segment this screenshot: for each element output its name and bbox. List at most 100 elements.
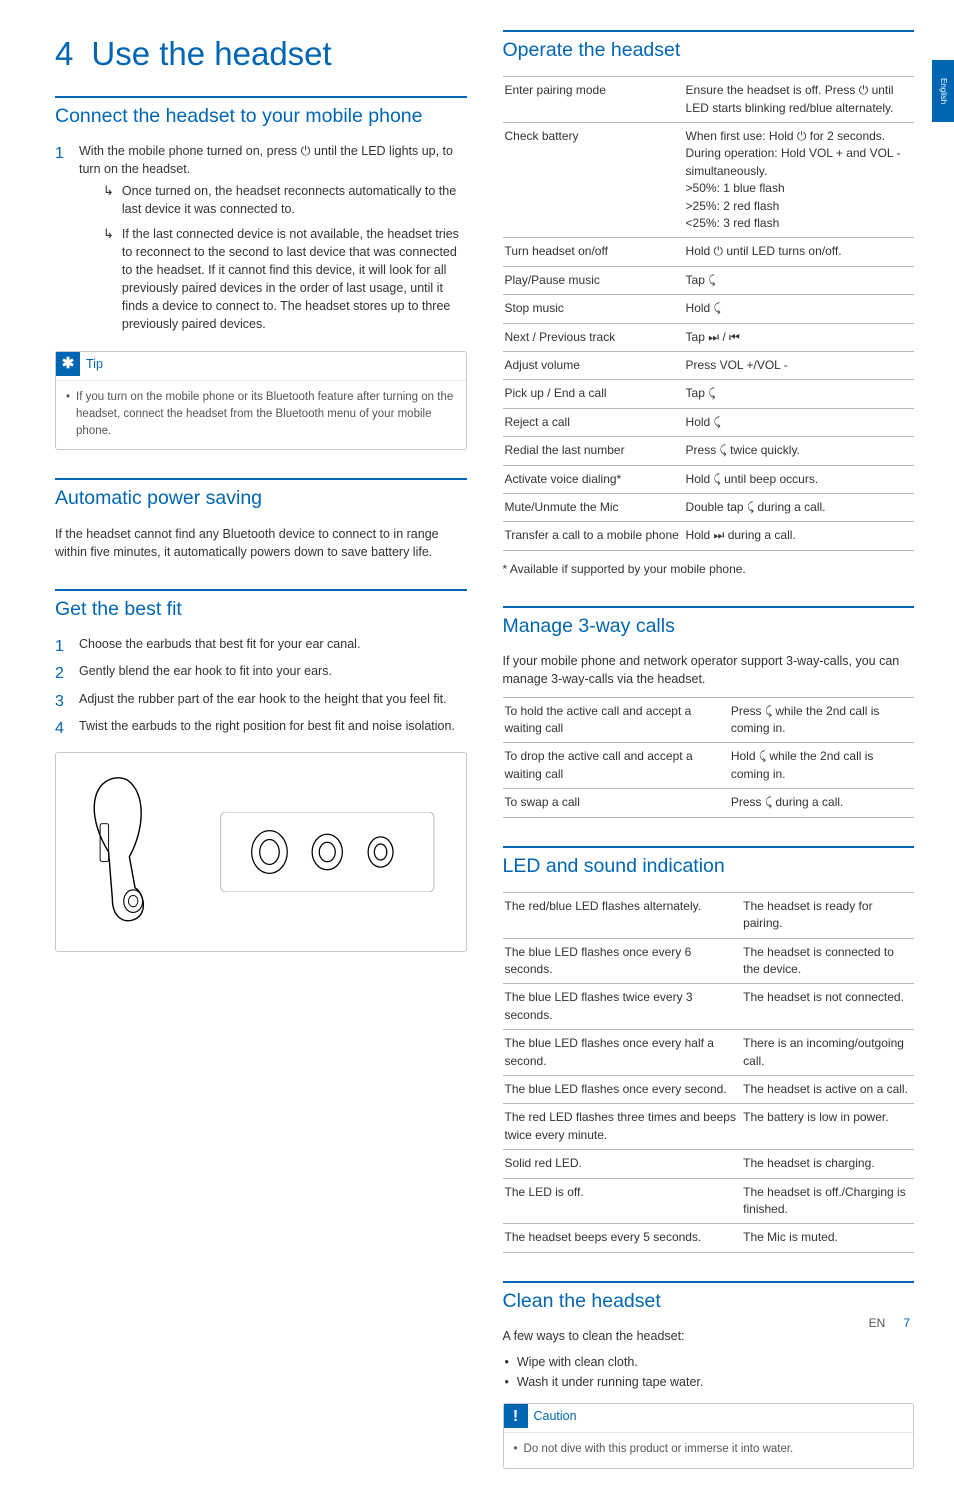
table-row: The headset beeps every 5 seconds.The Mi… (503, 1224, 915, 1252)
step-item: 4 Twist the earbuds to the right positio… (55, 717, 467, 740)
table-row: Pick up / End a callTap ⤹ (503, 380, 915, 408)
chapter-title-text: Use the headset (91, 30, 331, 78)
left-column: 4 Use the headset Connect the headset to… (55, 30, 467, 1497)
section-rule (503, 606, 915, 608)
table-cell-action: Turn headset on/off (503, 238, 684, 266)
table-cell-action: The red LED flashes three times and beep… (503, 1104, 742, 1150)
threeway-intro: If your mobile phone and network operato… (503, 652, 915, 688)
section-clean: Clean the headset A few ways to clean th… (503, 1281, 915, 1469)
tip-label: Tip (86, 355, 103, 373)
table-cell-instruction: Hold ⏻ until LED turns on/off. (684, 238, 914, 266)
operate-table: Enter pairing modeEnsure the headset is … (503, 76, 915, 550)
table-cell-instruction: Hold ⏭ during a call. (684, 522, 914, 550)
bullet-text: Wipe with clean cloth. (517, 1353, 638, 1371)
section-title-led: LED and sound indication (503, 852, 915, 880)
section-threeway: Manage 3-way calls If your mobile phone … (503, 606, 915, 817)
table-cell-instruction: Tap ⤹ (684, 266, 914, 294)
table-row: Next / Previous trackTap ⏭ / ⏮ (503, 323, 915, 351)
table-cell-instruction: Double tap ⤹ during a call. (684, 493, 914, 521)
operate-footnote: * Available if supported by your mobile … (503, 561, 915, 578)
table-cell-action: Redial the last number (503, 437, 684, 465)
table-row: Redial the last numberPress ⤹ twice quic… (503, 437, 915, 465)
section-title-fit: Get the best fit (55, 595, 467, 623)
clean-bullet: Wipe with clean cloth. (505, 1353, 915, 1371)
tip-icon (56, 352, 80, 376)
footer-lang: EN (869, 1315, 886, 1332)
table-row: To drop the active call and accept a wai… (503, 743, 915, 789)
step-text: Gently blend the ear hook to fit into yo… (79, 662, 332, 685)
table-cell-instruction: Press VOL +/VOL - (684, 351, 914, 379)
clean-intro: A few ways to clean the headset: (503, 1327, 915, 1345)
table-cell-action: Play/Pause music (503, 266, 684, 294)
table-cell-instruction: Press ⤹ twice quickly. (684, 437, 914, 465)
caution-icon (504, 1404, 528, 1428)
table-row: Solid red LED.The headset is charging. (503, 1150, 915, 1178)
fit-steps-list: 1 Choose the earbuds that best fit for y… (55, 635, 467, 740)
table-row: Check batteryWhen first use: Hold ⏻ for … (503, 123, 915, 238)
section-rule (503, 1281, 915, 1283)
table-row: Mute/Unmute the MicDouble tap ⤹ during a… (503, 493, 915, 521)
table-cell-action: The blue LED flashes once every half a s… (503, 1030, 742, 1076)
section-rule (503, 30, 915, 32)
table-cell-instruction: The headset is charging. (741, 1150, 914, 1178)
sub-step: ↳ Once turned on, the headset reconnects… (103, 182, 467, 218)
table-cell-instruction: The headset is off./Charging is finished… (741, 1178, 914, 1224)
table-cell-instruction: Ensure the headset is off. Press ⏻ until… (684, 77, 914, 123)
section-title-clean: Clean the headset (503, 1287, 915, 1315)
table-row: Stop musicHold ⤹ (503, 295, 915, 323)
language-tab: English (932, 60, 954, 122)
step-number: 1 (55, 635, 69, 658)
table-cell-action: Pick up / End a call (503, 380, 684, 408)
section-rule (503, 846, 915, 848)
sub-step: ↳ If the last connected device is not av… (103, 225, 467, 334)
table-cell-instruction: The headset is active on a call. (741, 1075, 914, 1103)
clean-bullet: Wash it under running tape water. (505, 1373, 915, 1391)
table-cell-instruction: Tap ⤹ (684, 380, 914, 408)
autopower-body: If the headset cannot find any Bluetooth… (55, 525, 467, 561)
table-cell-action: Solid red LED. (503, 1150, 742, 1178)
table-cell-action: Transfer a call to a mobile phone (503, 522, 684, 550)
step-number: 2 (55, 662, 69, 685)
sub-step-text: Once turned on, the headset reconnects a… (122, 182, 467, 218)
table-cell-instruction: The battery is low in power. (741, 1104, 914, 1150)
page-footer: EN 7 (869, 1315, 910, 1332)
table-cell-instruction: The Mic is muted. (741, 1224, 914, 1252)
result-arrow-icon: ↳ (103, 182, 114, 218)
table-row: The blue LED flashes once every 6 second… (503, 938, 915, 984)
table-row: Reject a callHold ⤹ (503, 408, 915, 436)
table-cell-action: The blue LED flashes once every 6 second… (503, 938, 742, 984)
section-title-connect: Connect the headset to your mobile phone (55, 102, 467, 130)
table-cell-action: Next / Previous track (503, 323, 684, 351)
bullet-text: Wash it under running tape water. (517, 1373, 703, 1391)
table-cell-instruction: Hold ⤹ (684, 295, 914, 323)
bullet-icon (66, 389, 70, 439)
section-title-operate: Operate the headset (503, 36, 915, 64)
table-cell-action: Enter pairing mode (503, 77, 684, 123)
table-cell-instruction: When first use: Hold ⏻ for 2 seconds. Du… (684, 123, 914, 238)
table-cell-action: Stop music (503, 295, 684, 323)
led-table: The red/blue LED flashes alternately.The… (503, 892, 915, 1253)
step-number: 1 (55, 142, 69, 339)
bullet-icon (514, 1441, 518, 1458)
table-row: Activate voice dialing*Hold ⤹ until beep… (503, 465, 915, 493)
caution-label: Caution (534, 1407, 577, 1425)
table-row: Turn headset on/offHold ⏻ until LED turn… (503, 238, 915, 266)
section-autopower: Automatic power saving If the headset ca… (55, 478, 467, 561)
table-cell-instruction: The headset is connected to the device. (741, 938, 914, 984)
tip-callout: Tip If you turn on the mobile phone or i… (55, 351, 467, 450)
table-cell-instruction: Hold ⤹ (684, 408, 914, 436)
caution-callout: Caution Do not dive with this product or… (503, 1403, 915, 1469)
section-title-threeway: Manage 3-way calls (503, 612, 915, 640)
result-arrow-icon: ↳ (103, 225, 114, 334)
table-cell-action: To drop the active call and accept a wai… (503, 743, 729, 789)
table-cell-instruction: Tap ⏭ / ⏮ (684, 323, 914, 351)
table-row: To swap a callPress ⤹ during a call. (503, 789, 915, 817)
footer-page-number: 7 (903, 1315, 910, 1332)
table-cell-instruction: There is an incoming/outgoing call. (741, 1030, 914, 1076)
step-item: 1 With the mobile phone turned on, press… (55, 142, 467, 339)
section-operate: Operate the headset Enter pairing modeEn… (503, 30, 915, 578)
threeway-table: To hold the active call and accept a wai… (503, 697, 915, 818)
bullet-icon (505, 1373, 509, 1391)
table-row: The red LED flashes three times and beep… (503, 1104, 915, 1150)
table-cell-instruction: The headset is ready for pairing. (741, 892, 914, 938)
